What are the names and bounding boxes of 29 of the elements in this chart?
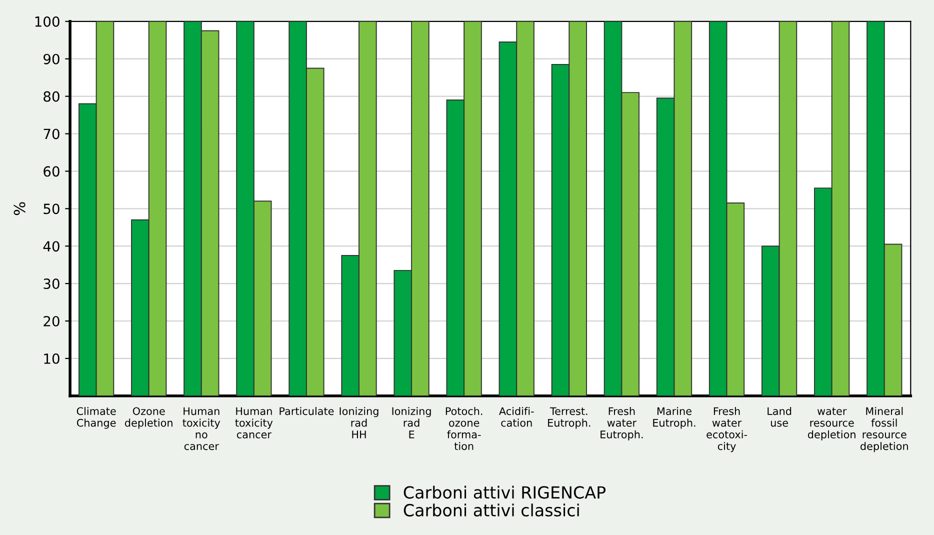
- y-tick-label: 40: [43, 241, 60, 252]
- y-tick-label: 50: [44, 204, 60, 214]
- x-tick-label: Ozone depletion: [124, 407, 172, 429]
- x-tick-label: Terrest. Eutroph.: [548, 407, 590, 429]
- x-tick-label: water resource depletion: [808, 408, 856, 440]
- x-tick-label: Mineral fossil resource depletion: [860, 407, 908, 452]
- x-tick-label: Fresh water Eutroph.: [600, 407, 643, 440]
- y-axis-title: %: [14, 202, 26, 216]
- x-tick-label: Fresh water ecotoxi- city: [706, 407, 747, 452]
- x-tick-label: Ionizing rad HH: [340, 407, 378, 438]
- y-tick-label: 30: [44, 278, 60, 290]
- y-tick-label: 60: [44, 166, 60, 177]
- x-tick-label: Climate Change: [76, 407, 116, 429]
- x-tick-label: Ionizing rad E: [392, 407, 431, 438]
- x-tick-label: Particulate: [280, 407, 334, 416]
- y-tick-label: 90: [44, 54, 60, 64]
- y-tick-label: 70: [44, 128, 60, 140]
- y-tick-label: 100: [35, 16, 60, 27]
- x-tick-label: Marine Eutroph.: [653, 407, 696, 429]
- y-tick-label: 10: [44, 353, 60, 364]
- x-tick-label: Human toxicity cancer: [235, 407, 273, 438]
- x-tick-label: Potoch. ozone forma- tion: [446, 407, 482, 450]
- y-tick-label: 20: [44, 316, 60, 326]
- legend-label: Carboni attivi classici: [404, 504, 579, 517]
- y-tick-label: 80: [44, 91, 60, 102]
- x-tick-label: Land use: [768, 407, 792, 427]
- x-tick-label: Human toxicity no cancer: [182, 407, 220, 450]
- legend-label: Carboni attivi RIGENCAP: [404, 486, 606, 499]
- x-tick-label: Acidifi- cation: [499, 407, 534, 427]
